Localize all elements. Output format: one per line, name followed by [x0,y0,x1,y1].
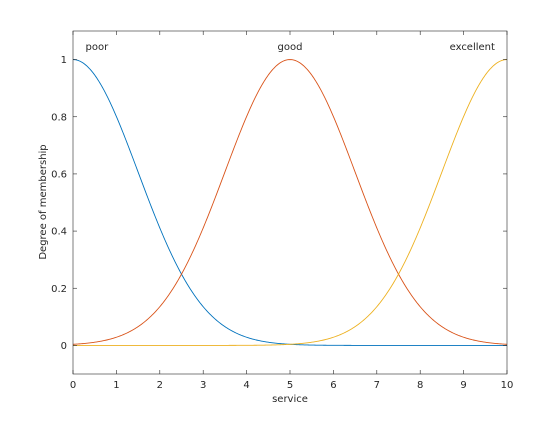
x-axis-label: service [272,394,308,405]
x-tick-label: 6 [330,380,336,391]
x-tick-label: 1 [113,380,119,391]
y-axis-ticks: 0 0.2 0.4 0.6 0.8 1 [51,55,507,352]
x-tick-label: 8 [417,380,423,391]
x-tick-label: 5 [287,380,293,391]
curve-label-excellent: excellent [450,42,495,53]
y-tick-label: 0 [61,341,67,352]
plot-background [73,31,507,374]
x-tick-label: 0 [70,380,76,391]
x-axis-ticks: 0 1 2 3 4 5 6 7 8 9 10 [70,31,514,391]
y-tick-label: 0.6 [51,169,67,180]
x-tick-label: 2 [157,380,163,391]
x-tick-label: 9 [460,380,466,391]
y-tick-label: 0.8 [51,112,67,123]
y-tick-label: 1 [61,55,67,66]
curve-excellent [73,59,508,346]
curve-label-good: good [278,42,303,53]
x-tick-label: 3 [200,380,206,391]
curve-labels: poor good excellent [86,42,496,53]
x-tick-label: 10 [501,380,514,391]
curves-layer [72,59,508,346]
y-tick-label: 0.4 [51,227,67,238]
y-tick-label: 0.2 [51,284,67,295]
curve-label-poor: poor [86,42,110,53]
x-tick-label: 7 [374,380,380,391]
x-tick-label: 4 [243,380,249,391]
y-axis-label: Degree of membership [38,144,49,259]
curve-good [72,59,508,345]
